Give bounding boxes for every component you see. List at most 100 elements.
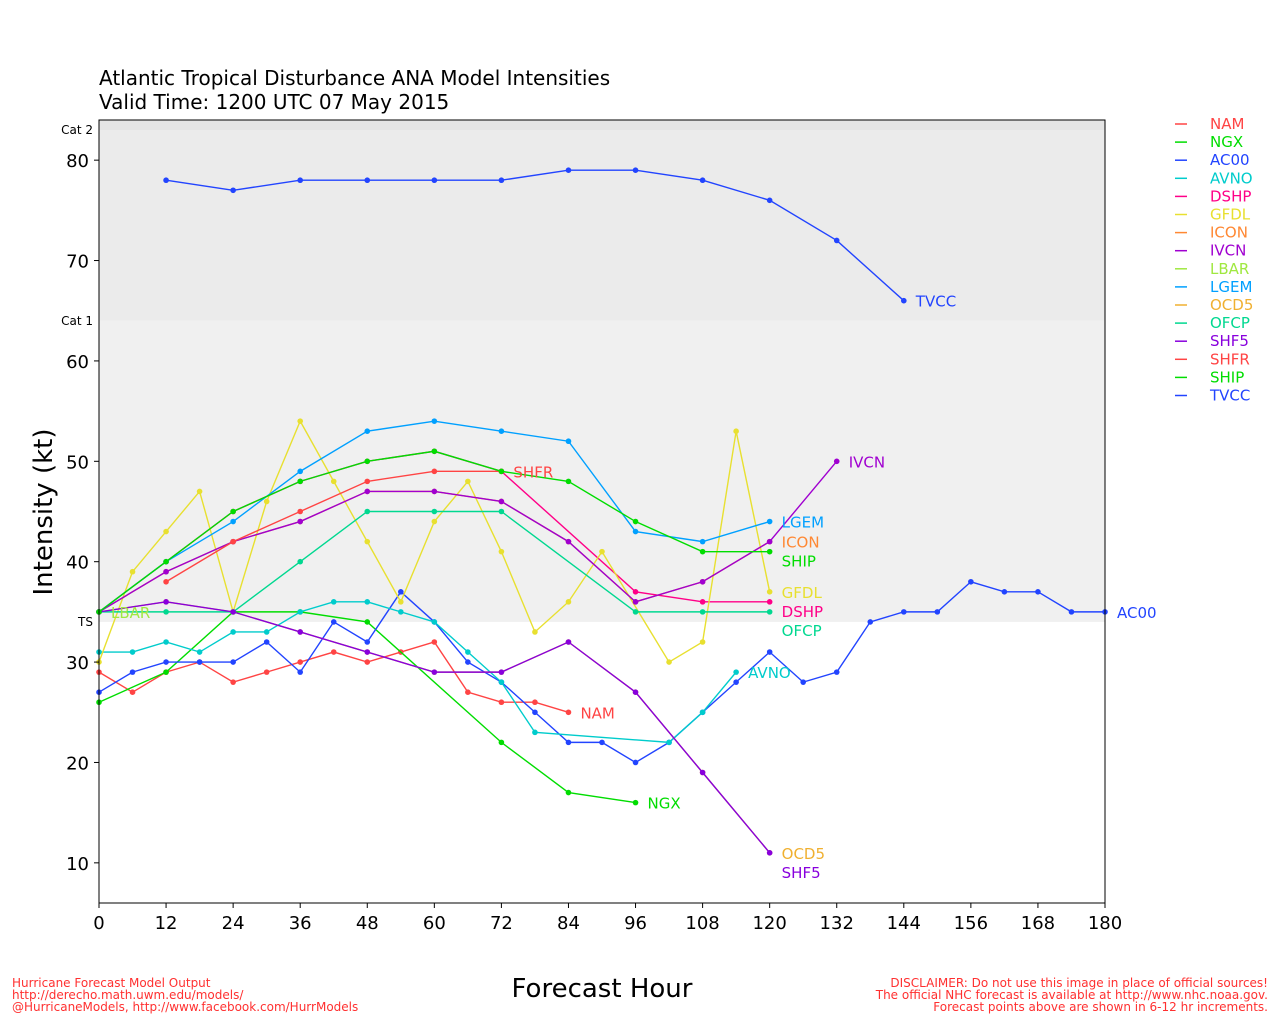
series-line (165, 169, 905, 302)
series-end-label: AC00 (1117, 604, 1157, 622)
data-point (465, 478, 471, 485)
y-tick-label: 10 (66, 854, 89, 875)
data-point (565, 709, 572, 716)
y-tick-label: 30 (66, 653, 89, 674)
data-point (330, 599, 337, 605)
data-point (431, 518, 438, 525)
data-point (364, 619, 371, 625)
data-point (297, 669, 304, 675)
data-point (230, 629, 236, 635)
data-point (163, 568, 169, 575)
data-point (230, 518, 236, 525)
series-end-label: ICON (782, 534, 820, 552)
x-tick-label: 120 (752, 913, 786, 934)
data-point (364, 488, 371, 495)
data-point (934, 609, 941, 615)
data-point (666, 659, 672, 665)
legend-item: NGX (1175, 133, 1243, 151)
data-point (196, 649, 203, 655)
data-point (599, 548, 605, 555)
data-point (364, 478, 371, 485)
legend-label: TVCC (1209, 387, 1250, 405)
data-point (431, 639, 438, 645)
data-point (129, 689, 136, 695)
data-point (163, 578, 169, 585)
y-tick-label: 60 (66, 352, 89, 373)
data-point (699, 578, 706, 585)
chart-subtitle: Valid Time: 1200 UTC 07 May 2015 (99, 90, 449, 114)
data-point (230, 609, 236, 615)
data-point (465, 689, 471, 695)
legend-item: NAM (1175, 115, 1244, 133)
data-point (699, 609, 706, 615)
legend-label: NGX (1210, 133, 1243, 151)
data-point (632, 518, 639, 525)
data-point (163, 669, 169, 675)
data-point (699, 639, 706, 645)
data-point (632, 528, 639, 535)
intensity-band (99, 130, 1105, 321)
band-label: Cat 2 (61, 123, 93, 137)
footer-right-line: The official NHC forecast is available a… (875, 988, 1268, 1002)
series-end-label: AVNO (748, 664, 791, 682)
data-point (364, 177, 371, 184)
series-line (98, 460, 838, 613)
data-point (766, 850, 773, 856)
data-point (297, 177, 304, 184)
legend-item: SHIP (1175, 368, 1244, 386)
data-point (1001, 589, 1008, 595)
data-point (364, 538, 371, 545)
data-point (766, 197, 773, 204)
legend-item: AC00 (1175, 151, 1250, 169)
data-point (699, 538, 706, 545)
data-point (129, 669, 136, 675)
data-point (733, 669, 739, 675)
data-point (766, 599, 773, 605)
series-line (99, 510, 770, 613)
series-ngx (96, 609, 639, 806)
legend-item: DSHP (1175, 187, 1251, 205)
data-point (431, 619, 438, 625)
series-nam (96, 639, 572, 716)
x-tick-label: 156 (954, 913, 988, 934)
data-point (565, 478, 572, 485)
data-point (901, 609, 907, 615)
data-point (465, 649, 471, 655)
legend-label: NAM (1210, 115, 1244, 133)
series-end-label: LBAR (111, 604, 150, 622)
data-point (565, 438, 572, 445)
data-point (632, 799, 639, 806)
data-point (163, 609, 169, 615)
data-point (833, 669, 840, 675)
data-point (766, 518, 773, 525)
data-point (666, 739, 672, 746)
data-point (733, 428, 739, 434)
legend-item: OCD5 (1175, 296, 1253, 314)
data-point (532, 729, 538, 736)
x-axis-label: Forecast Hour (512, 974, 693, 1004)
data-point (699, 709, 706, 716)
data-point (867, 619, 874, 625)
data-point (632, 589, 639, 595)
data-point (230, 187, 236, 194)
series-end-label: NGX (648, 795, 681, 813)
data-point (699, 548, 706, 555)
data-point (565, 167, 572, 173)
data-point (364, 458, 371, 465)
legend-item: GFDL (1175, 206, 1251, 224)
data-point (901, 297, 907, 304)
data-point (398, 599, 404, 605)
data-point (766, 609, 773, 615)
legend-label: AC00 (1210, 151, 1250, 169)
data-point (163, 599, 169, 605)
data-point (163, 558, 169, 565)
data-point (263, 639, 270, 645)
data-point (330, 478, 337, 485)
x-tick-label: 0 (93, 913, 104, 934)
data-point (431, 468, 438, 475)
data-point (431, 177, 438, 184)
series-end-label: SHIP (782, 553, 816, 571)
x-tick-label: 24 (222, 913, 245, 934)
legend-item: LBAR (1175, 260, 1249, 278)
